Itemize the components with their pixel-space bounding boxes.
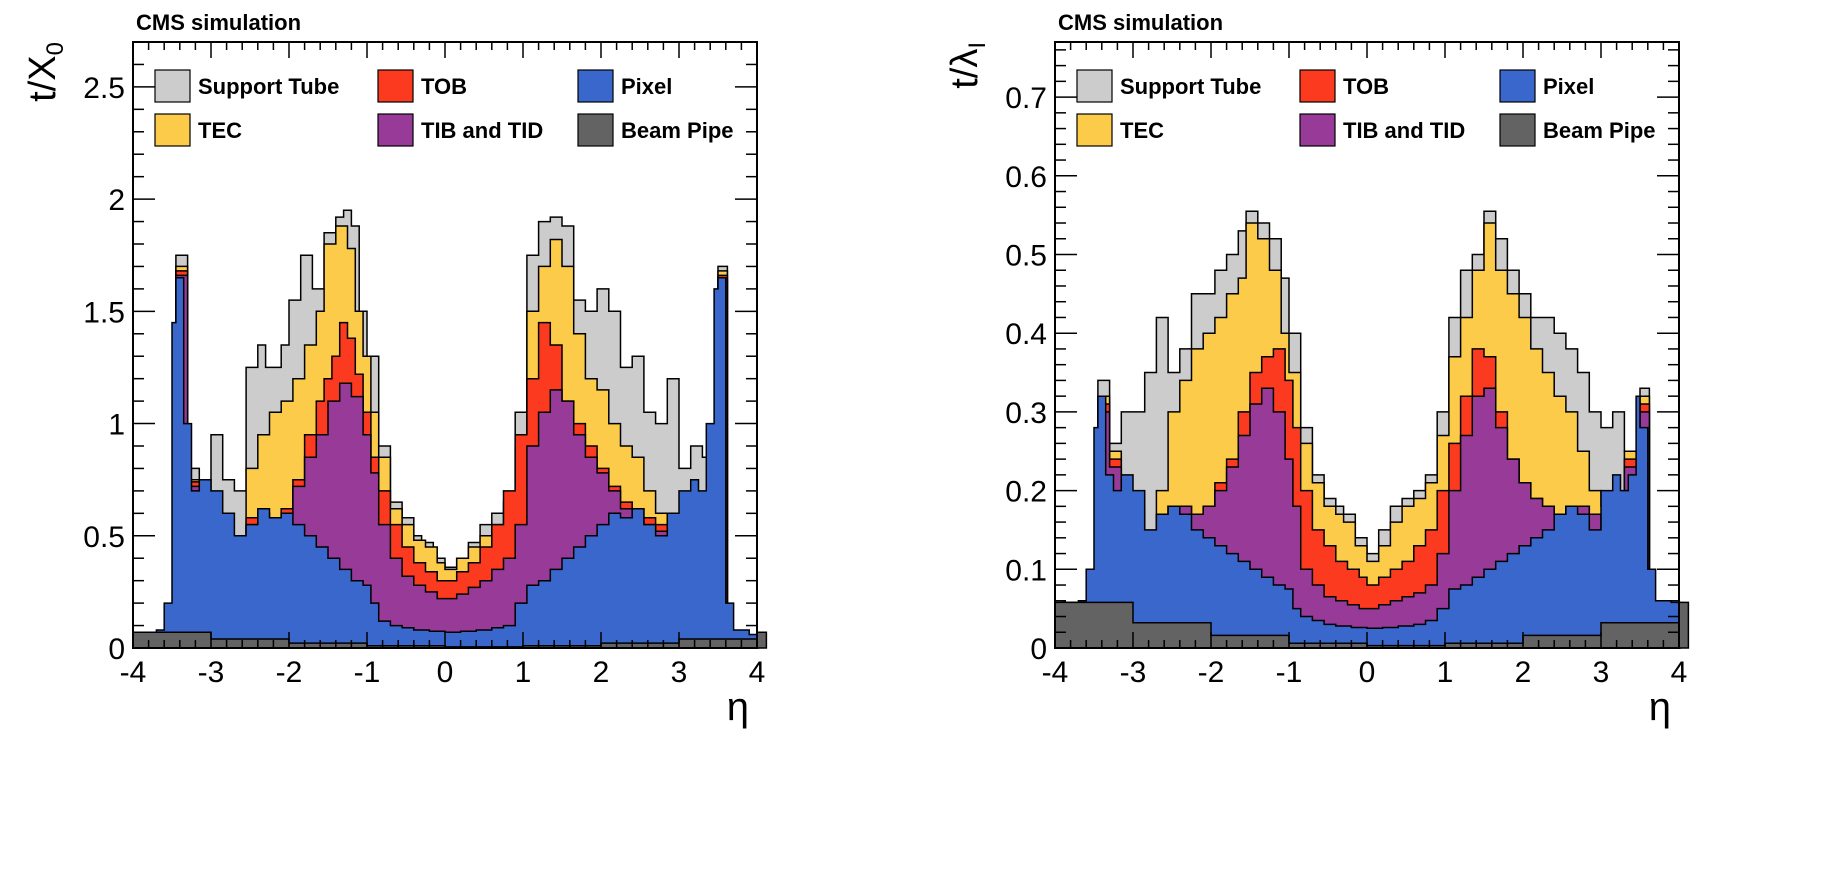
- x-axis-label: η: [1649, 685, 1671, 729]
- x-tick-label: 2: [1515, 656, 1532, 689]
- x-tick-label: 0: [1359, 656, 1376, 689]
- legend-swatch-support-tube: [154, 69, 191, 103]
- legend-swatch-tob: [1299, 69, 1336, 103]
- legend-label: Pixel: [1543, 74, 1594, 99]
- chart-interaction-length: -4 -3 -2 -1 0 1 2 3 4 0 0.1 0.2 0.3 0.4 0.5 0.6 0.7 CMS s…: [944, 10, 1690, 729]
- legend-swatch-pixel: [1499, 69, 1536, 103]
- x-tick-label: -2: [276, 656, 303, 689]
- y-tick-label: 0: [108, 633, 125, 666]
- legend-swatch-pixel: [577, 69, 614, 103]
- y-tick-label: 0: [1030, 633, 1047, 666]
- x-tick-label: 2: [593, 656, 610, 689]
- y-tick-label: 0.3: [1005, 397, 1047, 430]
- legend-label: TIB and TID: [421, 118, 543, 143]
- y-axis-label: t/λI: [944, 42, 991, 89]
- x-tick-label: -3: [198, 656, 225, 689]
- y-axis-label-main: t/λ: [944, 49, 986, 89]
- x-tick-label: 1: [1437, 656, 1454, 689]
- chart-title: CMS simulation: [136, 10, 301, 35]
- chart-panel-radiation-length: -4 -3 -2 -1 0 1 2 3 4 0 0.5 1 1.5 2 2.5 CMS simulation η…: [22, 10, 768, 729]
- y-tick-label: 0.4: [1005, 318, 1047, 351]
- x-tick-label: -1: [354, 656, 381, 689]
- legend-label: TOB: [421, 74, 467, 99]
- legend-swatch-tib-tid: [1299, 113, 1336, 147]
- legend-swatch-beam-pipe: [1499, 113, 1536, 147]
- y-axis-label-subscript: I: [964, 42, 991, 49]
- legend-label: TEC: [198, 118, 242, 143]
- legend-swatch-tob: [377, 69, 414, 103]
- y-tick-label: 1.5: [83, 296, 125, 329]
- x-tick-label: 1: [515, 656, 532, 689]
- y-axis-label-group: t/X0: [22, 42, 69, 102]
- chart-panel-interaction-length: -4 -3 -2 -1 0 1 2 3 4 0 0.1 0.2 0.3 0.4 0.5 0.6 0.7 CMS s…: [922, 0, 1844, 874]
- legend-label: TOB: [1343, 74, 1389, 99]
- legend-label: Beam Pipe: [1543, 118, 1656, 143]
- y-tick-label: 0.6: [1005, 161, 1047, 194]
- y-axis-label-subscript: 0: [42, 42, 69, 55]
- x-tick-label: 3: [671, 656, 688, 689]
- legend-swatch-beam-pipe: [577, 113, 614, 147]
- y-axis-label: t/X0: [22, 42, 69, 102]
- x-tick-label: 4: [1671, 656, 1688, 689]
- legend-swatch-tib-tid: [377, 113, 414, 147]
- y-axis-label-group: t/λI: [944, 42, 991, 89]
- y-axis-label-main: t/X: [22, 55, 64, 101]
- x-tick-label: -4: [1042, 656, 1069, 689]
- y-tick-label: 2: [108, 184, 125, 217]
- legend-swatch-tec: [1076, 113, 1113, 147]
- legend-label: TIB and TID: [1343, 118, 1465, 143]
- legend-label: Support Tube: [1120, 74, 1261, 99]
- legend-label: Beam Pipe: [621, 118, 734, 143]
- x-tick-label: -1: [1276, 656, 1303, 689]
- legend-label: Support Tube: [198, 74, 339, 99]
- y-tick-label: 0.7: [1005, 82, 1047, 115]
- y-tick-label: 0.5: [83, 521, 125, 554]
- y-tick-label: 0.5: [1005, 239, 1047, 272]
- x-tick-label: 3: [1593, 656, 1610, 689]
- x-tick-label: 0: [437, 656, 454, 689]
- legend-label: TEC: [1120, 118, 1164, 143]
- x-tick-label: -3: [1120, 656, 1147, 689]
- y-tick-label: 0.2: [1005, 476, 1047, 509]
- y-tick-label: 2.5: [83, 72, 125, 105]
- x-axis-label: η: [727, 685, 749, 729]
- chart-radiation-length: -4 -3 -2 -1 0 1 2 3 4 0 0.5 1 1.5 2 2.5 CMS simulation η…: [22, 10, 768, 729]
- legend-label: Pixel: [621, 74, 672, 99]
- x-tick-label: 4: [749, 656, 766, 689]
- y-tick-label: 1: [108, 409, 125, 442]
- legend-swatch-tec: [154, 113, 191, 147]
- y-tick-label: 0.1: [1005, 554, 1047, 587]
- chart-title: CMS simulation: [1058, 10, 1223, 35]
- x-tick-label: -4: [120, 656, 147, 689]
- x-tick-label: -2: [1198, 656, 1225, 689]
- series-area-pixel: [1062, 395, 1682, 649]
- legend-swatch-support-tube: [1076, 69, 1113, 103]
